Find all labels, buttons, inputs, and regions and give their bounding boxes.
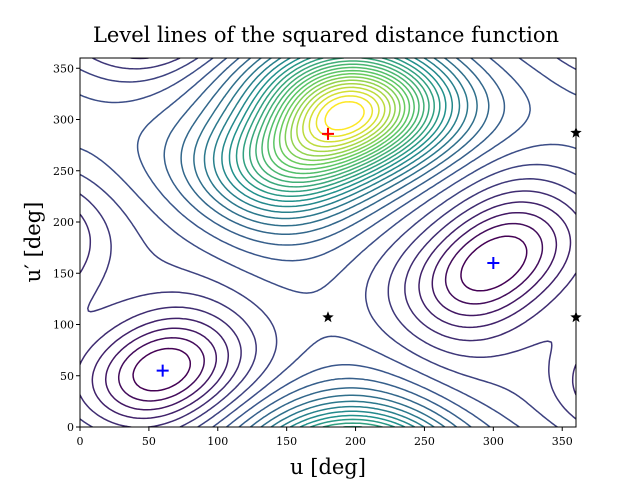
star-marker (570, 311, 582, 323)
contour-line (235, 58, 441, 427)
x-tick-label: 350 (552, 435, 573, 448)
contour-line (228, 58, 447, 427)
plus-marker (322, 127, 334, 140)
contour-line (136, 58, 531, 427)
contour-line (273, 69, 411, 170)
contour-line (248, 58, 430, 427)
contour-line (284, 76, 401, 162)
contour-line (290, 79, 396, 157)
x-tick-label: 150 (276, 435, 297, 448)
y-tick-label: 350 (53, 62, 74, 75)
x-tick-label: 300 (483, 435, 504, 448)
x-tick-label: 250 (414, 435, 435, 448)
contour-line (91, 201, 572, 420)
contour-group (80, 58, 576, 427)
contour-line (242, 58, 435, 427)
x-tick-label: 200 (345, 435, 366, 448)
y-tick-label: 50 (60, 370, 74, 383)
x-tick-label: 50 (142, 435, 156, 448)
x-tick-label: 100 (207, 435, 228, 448)
plus-marker (156, 364, 169, 377)
contour-line (261, 63, 420, 179)
contour-line (296, 82, 391, 153)
contour-line (163, 58, 506, 427)
contour-line (212, 58, 461, 427)
y-axis-label: u′ [deg] (21, 202, 45, 283)
y-tick-label: 250 (53, 165, 74, 178)
contour-line (324, 100, 365, 131)
y-tick-label: 200 (53, 216, 74, 229)
y-tick-label: 300 (53, 114, 74, 127)
contour-line (221, 58, 454, 427)
contour-line (117, 222, 544, 402)
y-tick-label: 0 (67, 421, 74, 434)
plot-frame (79, 57, 577, 428)
contour-line (104, 211, 558, 411)
chart-title: Level lines of the squared distance func… (93, 23, 559, 47)
contour-line (255, 60, 425, 184)
contour-line (180, 58, 490, 427)
contour-line (132, 235, 528, 392)
contour-line (193, 58, 478, 427)
star-marker (570, 126, 582, 138)
contour-line (80, 58, 576, 427)
contour-line (267, 66, 415, 175)
contour-line (80, 58, 576, 427)
contour-line (278, 73, 406, 166)
x-tick-label: 0 (77, 435, 84, 448)
contour-line (80, 58, 576, 427)
plus-marker (487, 257, 500, 269)
contour-line (203, 58, 469, 427)
contour-line (302, 86, 386, 148)
y-tick-label: 150 (53, 267, 74, 280)
y-tick-label: 100 (53, 319, 74, 332)
contour-line (80, 58, 576, 427)
contour-line (308, 90, 380, 143)
star-marker (322, 311, 334, 323)
x-axis-label: u [deg] (290, 455, 366, 479)
